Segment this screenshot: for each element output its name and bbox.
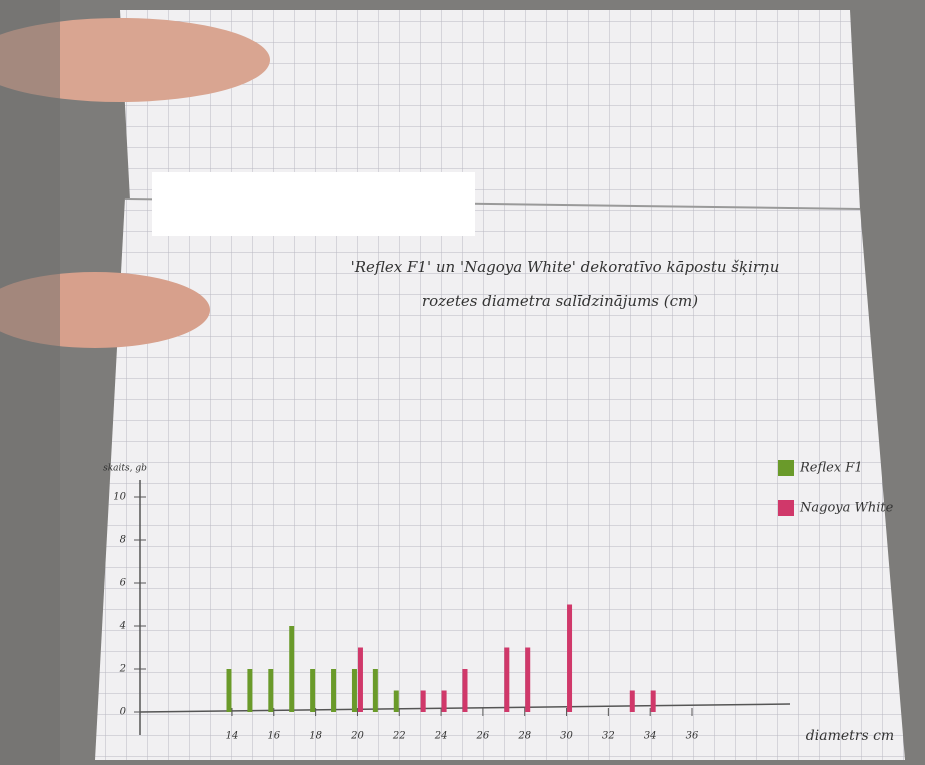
legend-swatch xyxy=(778,460,794,476)
x-tick-label: 34 xyxy=(644,731,657,742)
chart-subtitle: rozetes diametra salīdzinājums (cm) xyxy=(422,292,698,310)
bar xyxy=(420,690,426,712)
y-tick-label: 0 xyxy=(120,707,127,718)
x-tick-label: 30 xyxy=(560,731,573,742)
legend-label: Nagoya White xyxy=(799,501,894,516)
legend-swatch xyxy=(778,500,794,516)
finger xyxy=(0,18,270,102)
bar xyxy=(567,604,573,712)
x-tick-label: 20 xyxy=(350,731,364,742)
y-tick-label: 10 xyxy=(113,492,126,503)
x-tick-label: 16 xyxy=(267,731,280,742)
x-tick-label: 32 xyxy=(602,731,615,742)
bar xyxy=(289,626,295,712)
chart-title: 'Reflex F1' un 'Nagoya White' dekoratīvo… xyxy=(351,258,780,276)
bar xyxy=(441,690,447,712)
bar xyxy=(226,669,232,712)
x-tick-label: 28 xyxy=(517,731,531,742)
paper-bottom xyxy=(95,198,905,760)
bar xyxy=(504,647,510,712)
y-tick-label: 8 xyxy=(120,535,126,546)
x-tick-label: 18 xyxy=(309,731,322,742)
bar xyxy=(268,669,274,712)
y-axis-label: skaits, gb xyxy=(103,464,147,474)
x-axis-label: diametrs cm xyxy=(806,728,894,744)
redaction xyxy=(152,172,475,236)
legend-label: Reflex F1 xyxy=(799,461,863,476)
bar xyxy=(393,690,399,712)
bar xyxy=(629,690,635,712)
y-tick-label: 6 xyxy=(120,578,127,589)
shadow xyxy=(0,0,60,765)
bar xyxy=(247,669,253,712)
x-tick-label: 24 xyxy=(434,731,448,742)
bar xyxy=(462,669,468,712)
bar xyxy=(310,669,316,712)
bar xyxy=(650,690,656,712)
paper-top xyxy=(120,10,860,210)
bar xyxy=(357,647,363,712)
y-tick-label: 2 xyxy=(119,664,126,675)
x-tick-label: 14 xyxy=(226,731,239,742)
y-tick-label: 4 xyxy=(119,621,126,632)
bar xyxy=(372,669,378,712)
x-tick-label: 26 xyxy=(476,731,490,742)
x-tick-label: 36 xyxy=(686,731,699,742)
bar xyxy=(351,669,357,712)
x-tick-label: 22 xyxy=(392,731,406,742)
bar xyxy=(331,669,337,712)
bar xyxy=(525,647,531,712)
